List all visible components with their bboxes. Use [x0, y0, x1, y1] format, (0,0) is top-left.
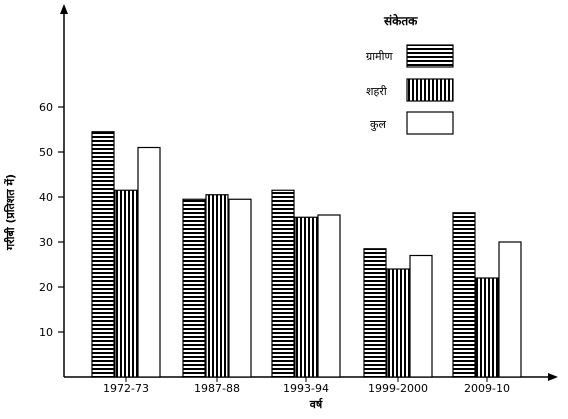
legend-title: संकेतक — [383, 14, 418, 28]
y-tick-label: 50 — [39, 146, 53, 159]
x-tick-labels: 1972-73 1987-88 1993-94 1999-2000 2009-10 — [103, 377, 510, 395]
y-axis-title: गरीबी (प्रतिशत में) — [3, 174, 17, 251]
x-tick-label: 1999-2000 — [368, 382, 428, 395]
bar-urban — [475, 277, 499, 378]
bar-group — [363, 248, 433, 378]
bar-rural — [452, 212, 476, 378]
bar-total — [137, 146, 161, 378]
legend-label-total: कुल — [370, 118, 386, 131]
bar-rural — [271, 189, 295, 378]
legend-label-urban: शहरी — [366, 85, 387, 98]
y-tick-label: 20 — [39, 281, 53, 294]
x-tick-label: 2009-10 — [464, 382, 510, 395]
x-axis-title: वर्ष — [309, 397, 323, 411]
legend-label-rural: ग्रामीण — [366, 50, 393, 63]
bars — [91, 131, 522, 378]
bar-total — [498, 241, 522, 378]
y-ticks: 10 20 30 40 50 60 — [39, 101, 64, 339]
bar-urban — [386, 268, 410, 378]
bar-group — [271, 189, 341, 378]
bar-group — [452, 212, 522, 378]
bar-rural — [182, 198, 206, 378]
legend: संकेतक ग्रामीण शहरी कुल — [366, 14, 454, 135]
bar-urban — [294, 216, 318, 378]
y-tick-label: 30 — [39, 236, 53, 249]
x-axis-arrow — [548, 373, 558, 381]
legend-swatch-rural — [406, 44, 454, 68]
bar-rural — [363, 248, 387, 378]
bar-group — [182, 194, 252, 378]
x-tick-label: 1972-73 — [103, 382, 149, 395]
x-tick-label: 1993-94 — [283, 382, 329, 395]
legend-swatch-total — [406, 111, 454, 135]
bar-rural — [91, 131, 115, 378]
y-axis-arrow — [60, 4, 68, 14]
legend-swatch-urban — [406, 78, 454, 102]
y-tick-label: 40 — [39, 191, 53, 204]
bar-urban — [205, 194, 229, 378]
y-tick-label: 60 — [39, 101, 53, 114]
bar-urban — [114, 189, 138, 378]
bar-total — [317, 214, 341, 378]
bar-total — [228, 198, 252, 378]
y-tick-label: 10 — [39, 326, 53, 339]
bar-group — [91, 131, 161, 378]
bar-total — [409, 254, 433, 378]
x-tick-label: 1987-88 — [194, 382, 240, 395]
